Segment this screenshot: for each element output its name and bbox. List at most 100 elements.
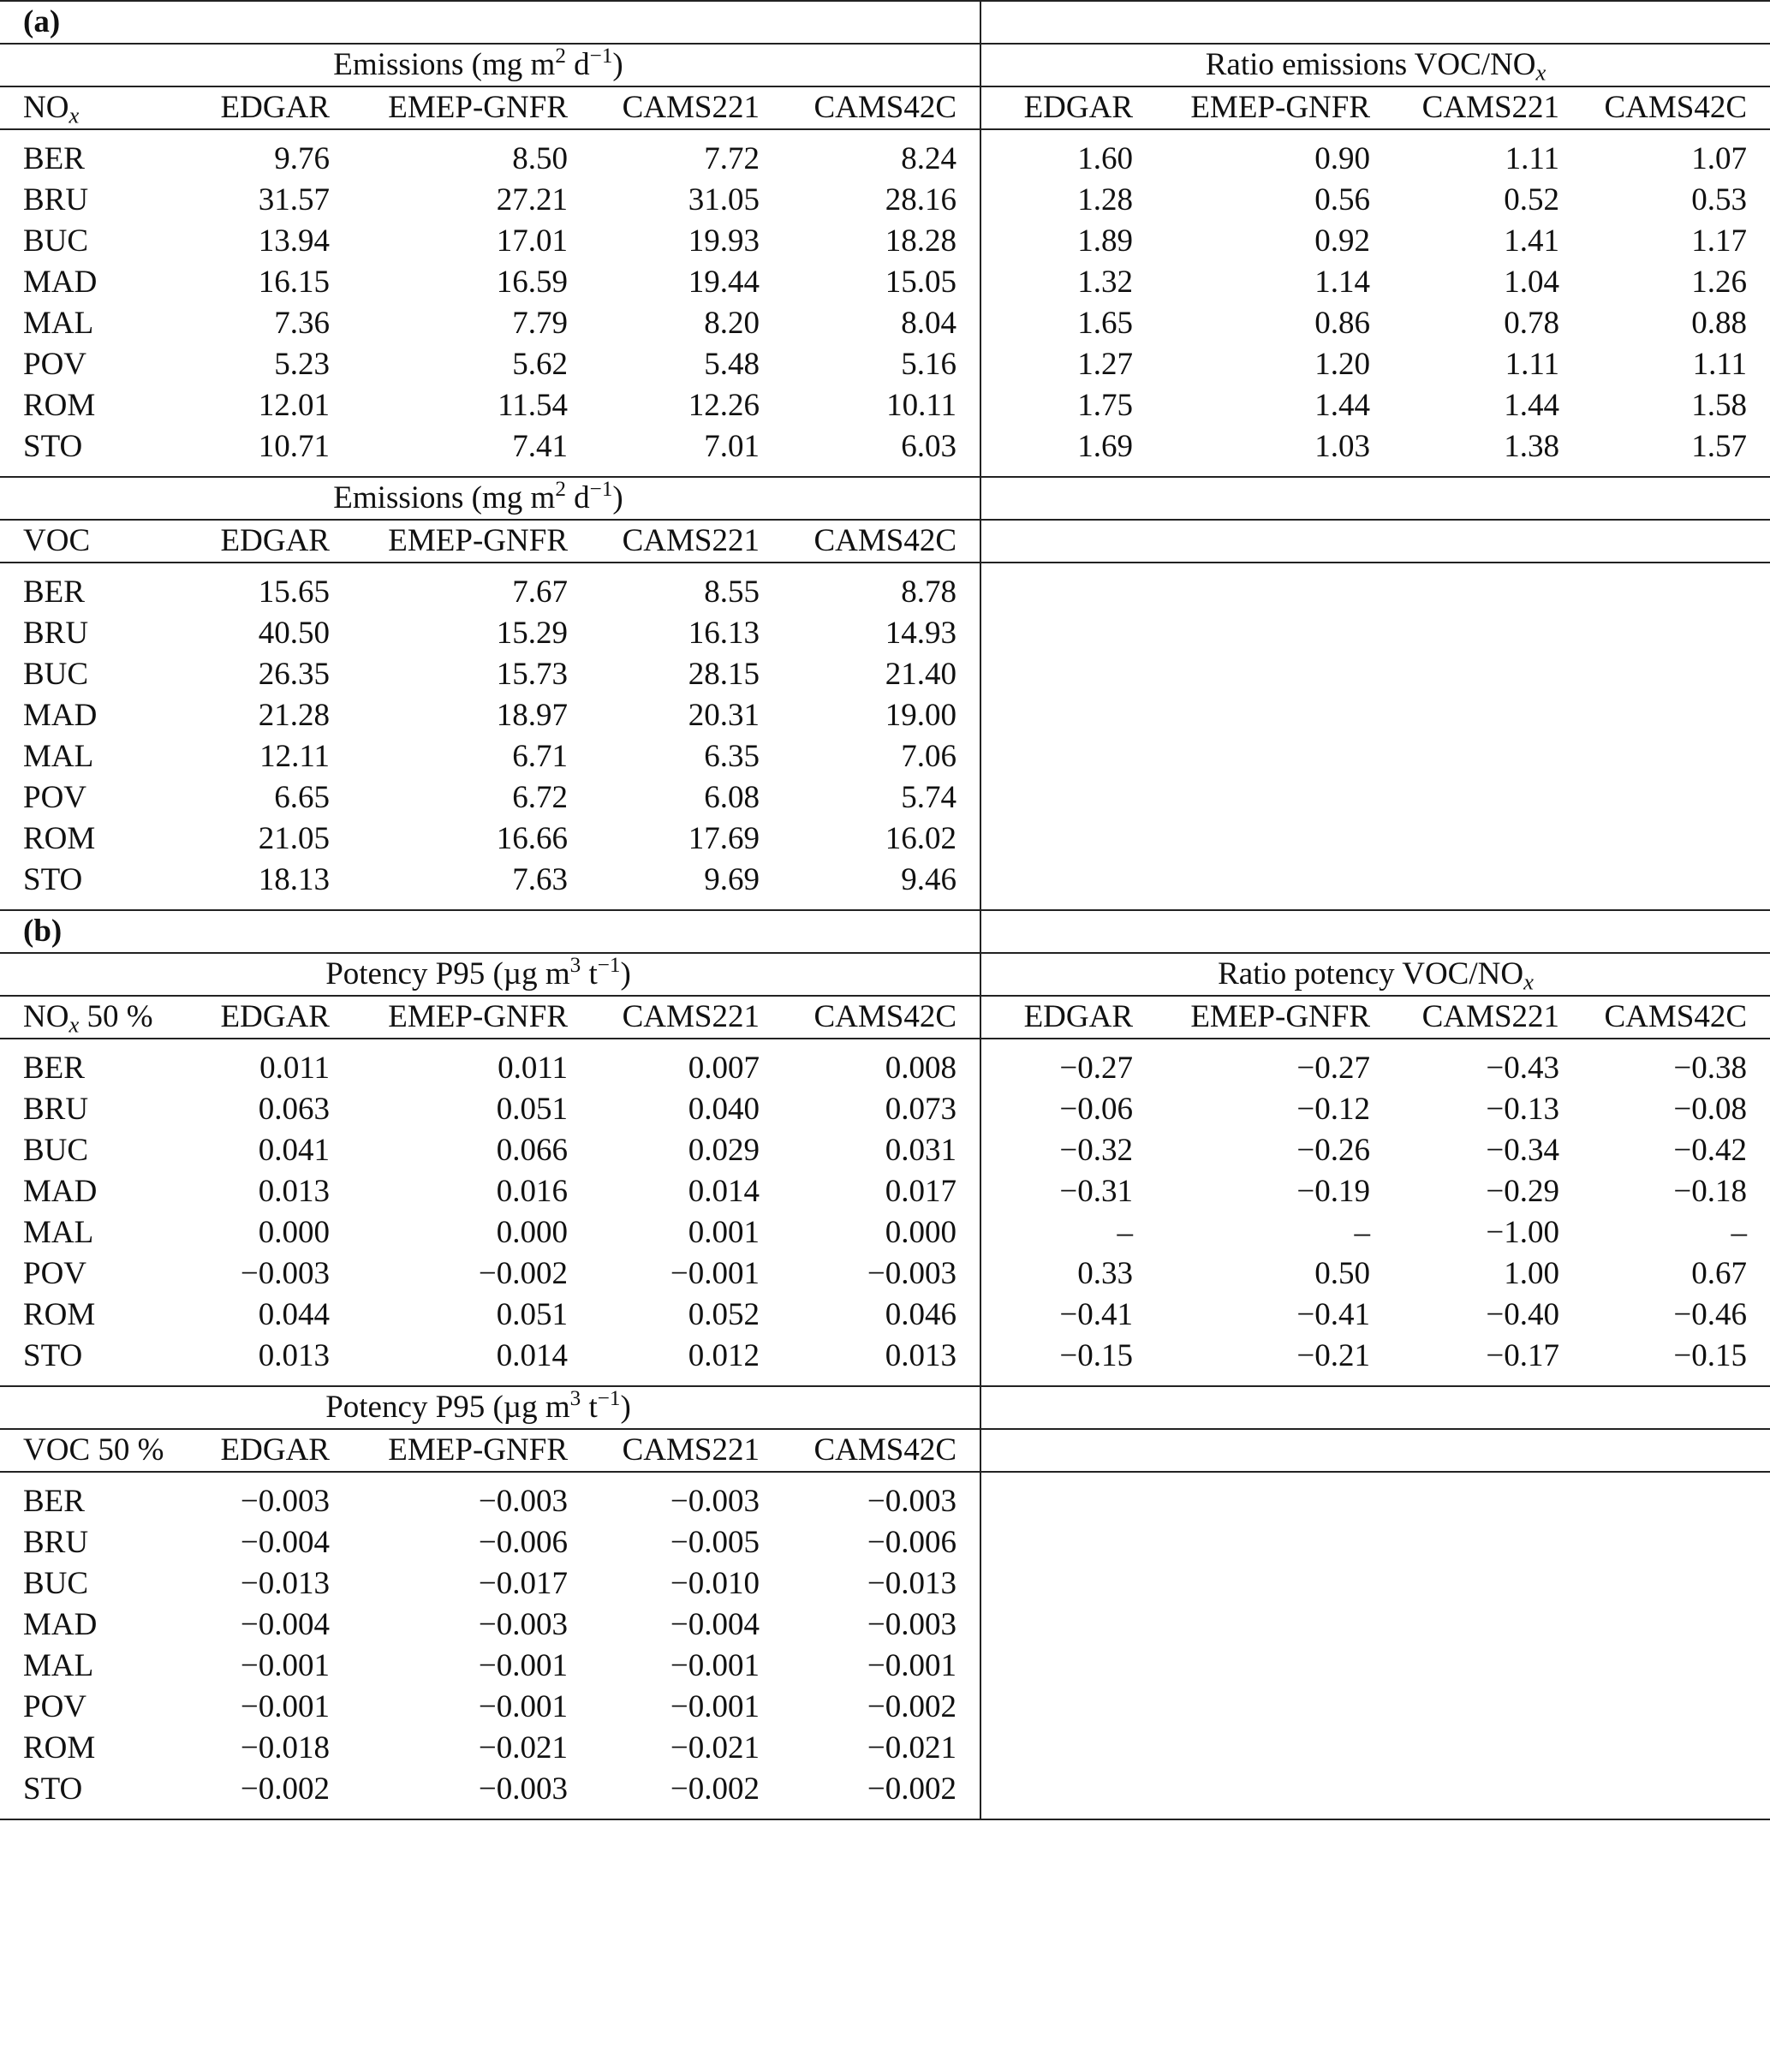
ratio-cell: −0.41	[1059, 1297, 1134, 1332]
value-cell: 13.94	[258, 223, 330, 259]
empty-cell	[1370, 613, 1559, 654]
value-cell: 0.066	[496, 1133, 568, 1168]
group-title-row: Potency P95 (µg m3 t−1)	[0, 1385, 1770, 1429]
table-row: MAD −0.004 −0.003 −0.004 −0.003	[0, 1605, 1770, 1646]
corner-header: VOC 50 %	[0, 1428, 206, 1472]
ratio-cell: −0.31	[1059, 1174, 1134, 1209]
value-cell: −0.003	[240, 1256, 330, 1291]
value-cell: 0.013	[760, 1336, 982, 1386]
empty-cell	[1370, 1428, 1560, 1472]
value-cell: 9.46	[760, 860, 982, 910]
ratio-cell: −0.41	[1296, 1297, 1371, 1332]
value-cell: 21.40	[760, 654, 982, 695]
value-cell: 0.000	[760, 1212, 982, 1253]
empty-cell	[1559, 1605, 1770, 1646]
empty-cell	[1559, 613, 1770, 654]
table-row: BUC 26.35 15.73 28.15 21.40	[0, 654, 1770, 695]
group-title-row: Emissions (mg m2 d−1) Ratio emissions VOC…	[0, 43, 1770, 86]
row-label: BER	[0, 1038, 206, 1089]
value-cell: 12.11	[259, 739, 330, 774]
empty-cell	[1133, 654, 1370, 695]
table-row: STO 18.13 7.63 9.69 9.46	[0, 860, 1770, 910]
column-header-row: VOC EDGAR EMEP-GNFR CAMS221 CAMS42C	[0, 519, 1770, 563]
ratio-group-title: Ratio emissions VOC/NOx	[980, 43, 1770, 86]
ratio-cell: 0.86	[1314, 306, 1371, 341]
ratio-cell: 1.44	[1314, 388, 1371, 423]
panel-label-row: (a)	[0, 0, 1770, 44]
ratio-column-header: CAMS42C	[1559, 86, 1770, 129]
value-cell: 19.93	[688, 223, 760, 259]
value-cell: −0.021	[478, 1730, 568, 1765]
value-cell: 0.000	[258, 1215, 330, 1250]
empty-cell	[980, 0, 1770, 44]
ratio-cell: 0.56	[1314, 182, 1371, 217]
panel-label-cell: (b)	[0, 909, 982, 953]
value-cell: 0.073	[760, 1089, 982, 1130]
group-title: Emissions (mg m2 d−1)	[0, 43, 982, 86]
row-label: MAL	[23, 739, 94, 774]
value-cell: −0.006	[760, 1522, 982, 1563]
empty-cell	[1370, 1769, 1559, 1819]
ratio-cell: 1.32	[1077, 265, 1134, 300]
row-label: STO	[23, 1771, 83, 1807]
row-label: MAD	[23, 1174, 98, 1209]
ratio-cell: 1.00	[1504, 1256, 1560, 1291]
value-cell: −0.001	[478, 1689, 568, 1724]
value-cell: 16.15	[258, 265, 330, 300]
value-cell: 7.72	[568, 128, 760, 180]
value-cell: −0.017	[478, 1566, 568, 1601]
table-row: ROM 12.01 11.54 12.26 10.11 1.75 1.44 1.44 1.58	[0, 385, 1770, 426]
value-cell: −0.002	[670, 1771, 760, 1807]
column-header: EDGAR	[206, 519, 330, 563]
ratio-cell: 1.38	[1504, 429, 1560, 464]
value-cell: 12.01	[258, 388, 330, 423]
panel-label: (b)	[23, 914, 63, 949]
empty-cell	[1133, 736, 1370, 777]
empty-cell	[1133, 1563, 1370, 1605]
empty-cell	[980, 1385, 1770, 1429]
ratio-cell: 1.17	[1691, 223, 1748, 259]
value-cell: 8.55	[568, 562, 760, 613]
value-cell: 7.79	[512, 306, 568, 341]
ratio-cell: −0.15	[1059, 1338, 1134, 1373]
ratio-cell: 1.26	[1691, 265, 1748, 300]
panel-label-row: (b)	[0, 909, 1770, 953]
ratio-cell: −0.27	[980, 1038, 1134, 1089]
value-cell: 0.063	[258, 1092, 330, 1127]
row-label: STO	[23, 862, 83, 897]
value-cell: −0.003	[760, 1471, 982, 1522]
empty-cell	[1133, 1522, 1370, 1563]
value-cell: −0.002	[760, 1769, 982, 1819]
table-row: MAD 16.15 16.59 19.44 15.05 1.32 1.14 1.04 1.26	[0, 262, 1770, 303]
ratio-group-title-text: Ratio emissions VOC/NOx	[1205, 47, 1547, 86]
table-row: MAL 12.11 6.71 6.35 7.06	[0, 736, 1770, 777]
row-label: POV	[23, 1689, 87, 1724]
value-cell: 18.13	[258, 862, 330, 897]
empty-cell	[1133, 1471, 1371, 1522]
value-cell: 17.69	[688, 821, 760, 856]
ratio-column-header: EDGAR	[980, 86, 1134, 129]
value-cell: 16.02	[760, 819, 982, 860]
empty-cell	[1559, 860, 1770, 910]
value-cell: 40.50	[258, 616, 330, 651]
value-cell: 0.008	[760, 1038, 982, 1089]
ratio-cell: 1.14	[1314, 265, 1371, 300]
empty-cell	[980, 654, 1133, 695]
empty-cell	[1370, 654, 1559, 695]
value-cell: −0.003	[760, 1253, 982, 1295]
ratio-cell: 1.11	[1370, 128, 1560, 180]
empty-cell	[1133, 860, 1370, 910]
empty-cell	[980, 1769, 1133, 1819]
value-cell: −0.001	[670, 1648, 760, 1683]
value-cell: −0.003	[760, 1605, 982, 1646]
empty-cell	[1370, 819, 1559, 860]
value-cell: −0.003	[330, 1471, 568, 1522]
ratio-cell: 0.53	[1691, 182, 1748, 217]
empty-cell	[980, 1563, 1133, 1605]
value-cell: 28.15	[688, 657, 760, 692]
value-cell: 15.05	[760, 262, 982, 303]
group-title-text: Potency P95 (µg m3 t−1)	[325, 1387, 631, 1425]
table-row: STO 0.013 0.014 0.012 0.013 −0.15 −0.21 −0.17 −0…	[0, 1336, 1770, 1386]
group-title-row: Emissions (mg m2 d−1)	[0, 476, 1770, 520]
ratio-cell: 1.27	[1077, 347, 1134, 382]
